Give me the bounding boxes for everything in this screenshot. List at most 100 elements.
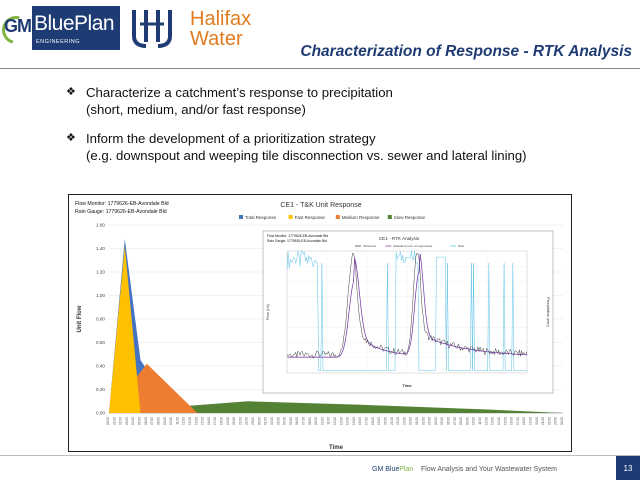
x-tick-label: 06:00 bbox=[144, 417, 148, 425]
bullet-line: (e.g. downspout and weeping tile disconn… bbox=[86, 148, 527, 163]
modelled-series-line bbox=[287, 253, 527, 358]
y-tick-label: 1.00 bbox=[96, 293, 105, 298]
y-tick-label: 0.40 bbox=[96, 364, 105, 369]
x-tick-label: 08:00 bbox=[459, 417, 463, 425]
x-tick-label: 10:00 bbox=[320, 417, 324, 425]
logo-subtitle: ENGINEERING bbox=[36, 39, 81, 45]
x-tick-label: 12:00 bbox=[182, 417, 186, 425]
x-tick-label: 19:00 bbox=[226, 417, 230, 425]
legend-swatch bbox=[288, 215, 293, 219]
fast-response-area bbox=[109, 246, 141, 413]
x-tick-label: 13:00 bbox=[491, 417, 495, 425]
x-tick-label: 22:00 bbox=[547, 417, 551, 425]
x-tick-label: 17:00 bbox=[365, 417, 369, 425]
title-divider bbox=[0, 68, 640, 69]
y-tick-label: 0.80 bbox=[96, 317, 105, 322]
x-tick-label: 16:00 bbox=[510, 417, 514, 425]
chart-title: CE1 - T&K Unit Response bbox=[280, 202, 361, 209]
x-tick-label: 08:00 bbox=[156, 417, 160, 425]
x-tick-label: 04:00 bbox=[283, 417, 287, 425]
inset-meta-text: Flow Monitor: 1779626-EB-Avondale Bld bbox=[267, 234, 328, 238]
inset-legend-label: Rain bbox=[458, 244, 465, 248]
x-tick-label: 23:00 bbox=[251, 417, 255, 425]
x-tick-label: 06:00 bbox=[447, 417, 451, 425]
rain-series-line bbox=[286, 250, 527, 371]
x-tick-label: 03:00 bbox=[428, 417, 432, 425]
x-tick-label: 18:00 bbox=[371, 417, 375, 425]
x-tick-label: 03:00 bbox=[276, 417, 280, 425]
x-tick-label: 05:00 bbox=[289, 417, 293, 425]
x-tick-label: 05:00 bbox=[440, 417, 444, 425]
x-tick-label: 16:00 bbox=[358, 417, 362, 425]
x-tick-label: 15:00 bbox=[503, 417, 507, 425]
x-tick-label: 14:00 bbox=[497, 417, 501, 425]
x-axis-label: Time bbox=[329, 445, 344, 451]
bullet-line: Inform the development of a prioritizati… bbox=[86, 131, 376, 146]
x-tick-label: 07:00 bbox=[301, 417, 305, 425]
chart-meta-text: Flow Monitor: 1779626-EB-Avondale Bld bbox=[75, 201, 169, 207]
gm-mark: GM bbox=[4, 16, 32, 36]
x-tick-label: 10:00 bbox=[169, 417, 173, 425]
diamond-bullet-icon: ❖ bbox=[66, 86, 76, 98]
x-tick-label: 13:00 bbox=[339, 417, 343, 425]
x-tick-label: 21:00 bbox=[541, 417, 545, 425]
legend-swatch bbox=[335, 215, 340, 219]
x-tick-label: 13:00 bbox=[188, 417, 192, 425]
x-tick-label: 00:00 bbox=[106, 417, 110, 425]
x-tick-label: 02:00 bbox=[421, 417, 425, 425]
halifax-water-mark-icon bbox=[132, 10, 172, 48]
x-tick-label: 02:00 bbox=[270, 417, 274, 425]
x-tick-label: 14:00 bbox=[346, 417, 350, 425]
bullet-line: (short, medium, and/or fast response) bbox=[86, 102, 306, 117]
x-tick-label: 20:00 bbox=[535, 417, 539, 425]
slow-response-area bbox=[109, 401, 563, 413]
inset-plot-area bbox=[286, 250, 528, 374]
x-tick-label: 08:00 bbox=[308, 417, 312, 425]
inset-x-axis-label: Time bbox=[402, 383, 412, 388]
inset-title: CE1 - RTK Analysis bbox=[379, 236, 420, 241]
gm-blueplan-logo: GM BluePlan ENGINEERING bbox=[0, 4, 120, 50]
x-tick-label: 19:00 bbox=[377, 417, 381, 425]
legend-swatch bbox=[239, 215, 243, 219]
logo-halifax-text: Halifax bbox=[190, 8, 252, 30]
logo-water-text: Water bbox=[190, 28, 243, 50]
inset-meta-text: Rain Gauge: 1779626-EB-Avondale Bld bbox=[267, 239, 327, 243]
x-tick-label: 12:00 bbox=[484, 417, 488, 425]
x-tick-label: 01:00 bbox=[264, 417, 268, 425]
chart-meta-text: Rain Gauge: 1779626-EB-Avondale Bld bbox=[75, 209, 167, 215]
x-tick-label: 01:00 bbox=[415, 417, 419, 425]
x-tick-label: 15:00 bbox=[352, 417, 356, 425]
x-tick-label: 05:00 bbox=[138, 417, 142, 425]
y-tick-label: 0.60 bbox=[96, 340, 105, 345]
x-tick-label: 15:00 bbox=[201, 417, 205, 425]
slide-title: Characterization of Response - RTK Analy… bbox=[300, 43, 632, 60]
x-tick-label: 20:00 bbox=[232, 417, 236, 425]
x-tick-label: 03:00 bbox=[125, 417, 129, 425]
x-tick-label: 07:00 bbox=[150, 417, 154, 425]
x-tick-label: 04:00 bbox=[434, 417, 438, 425]
legend-label: Slow Response bbox=[394, 215, 426, 220]
legend-label: Medium Response bbox=[342, 215, 380, 220]
inset-y2-axis-label: Precipitation (mm) bbox=[546, 297, 550, 326]
logo-brand-name: BluePlan bbox=[34, 12, 115, 35]
bullet-list: ❖ Characterize a catchment’s response to… bbox=[66, 84, 626, 176]
legend-label: Fast Response bbox=[295, 215, 326, 220]
diamond-bullet-icon: ❖ bbox=[66, 132, 76, 144]
x-tick-label: 22:00 bbox=[396, 417, 400, 425]
x-tick-label: 17:00 bbox=[516, 417, 520, 425]
inset-y-axis-label: Flow (L/s) bbox=[266, 304, 270, 320]
x-tick-label: 22:00 bbox=[245, 417, 249, 425]
y-axis-label: Unit Flow bbox=[77, 305, 83, 332]
x-tick-label: 00:00 bbox=[409, 417, 413, 425]
x-tick-label: 07:00 bbox=[453, 417, 457, 425]
inset-legend-label: Modelled (sum of responses) bbox=[393, 244, 432, 248]
x-tick-label: 12:00 bbox=[333, 417, 337, 425]
y-tick-label: 0.20 bbox=[96, 387, 105, 392]
legend-label: Total Response bbox=[245, 215, 277, 220]
bullet-item: ❖ Inform the development of a prioritiza… bbox=[66, 130, 626, 164]
x-tick-label: 04:00 bbox=[131, 417, 135, 425]
x-tick-label: 18:00 bbox=[220, 417, 224, 425]
bullet-line: Characterize a catchment’s response to p… bbox=[86, 85, 393, 100]
x-tick-label: 09:00 bbox=[465, 417, 469, 425]
x-tick-label: 00:00 bbox=[560, 417, 564, 425]
